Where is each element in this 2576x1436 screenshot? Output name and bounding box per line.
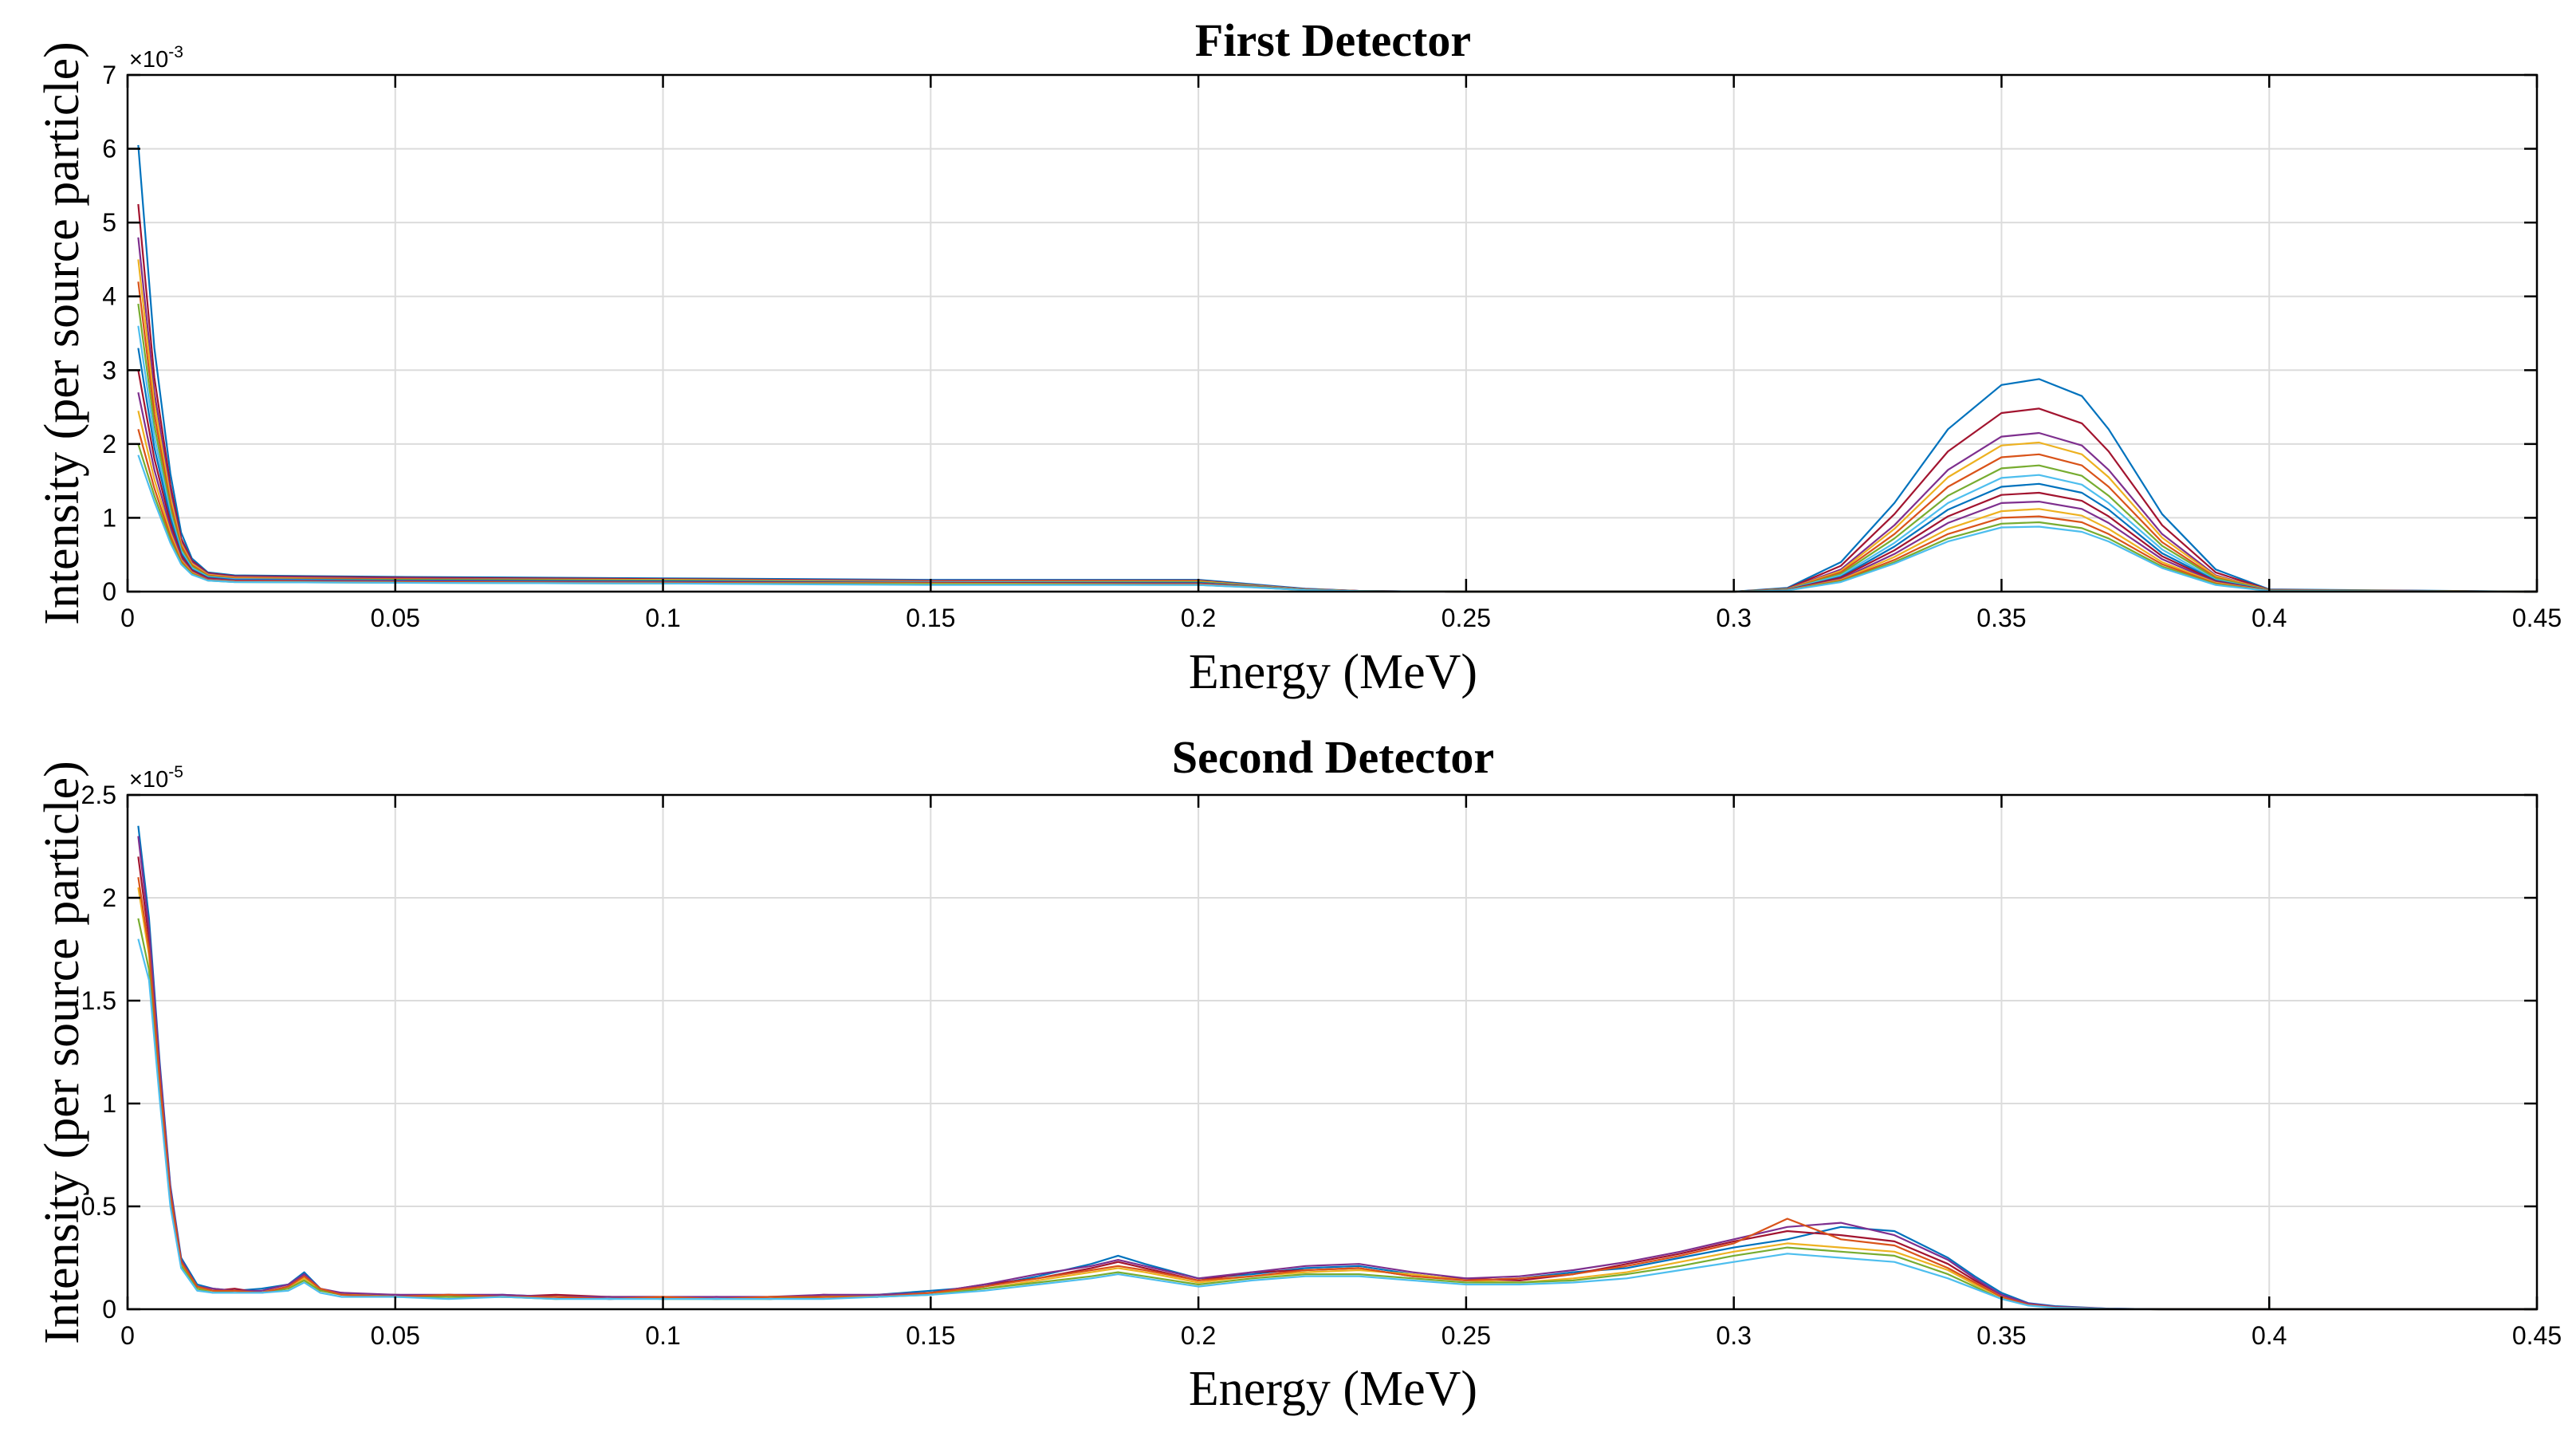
x-tick-label: 0.15 xyxy=(906,604,955,632)
x-tick-label: 0.45 xyxy=(2512,1321,2562,1350)
y-tick-label: 0 xyxy=(102,577,116,606)
x-tick-label: 0.35 xyxy=(1976,1321,2026,1350)
y-tick-label: 2 xyxy=(102,430,116,458)
y-tick-label: 1 xyxy=(102,503,116,532)
y-axis-label: Intensity (per source particle) xyxy=(35,41,89,625)
x-tick-label: 0.25 xyxy=(1441,1321,1491,1350)
plot-frame xyxy=(126,73,2539,593)
x-tick-label: 0.45 xyxy=(2512,604,2562,632)
y-axis-exponent: ×10-3 xyxy=(129,43,183,73)
y-tick-label: 3 xyxy=(102,356,116,384)
series-line xyxy=(137,203,2538,593)
x-tick-label: 0 xyxy=(120,1321,135,1350)
x-tick-label: 0.2 xyxy=(1181,604,1216,632)
y-tick-label: 2.5 xyxy=(81,781,116,809)
x-tick-label: 0.1 xyxy=(645,604,680,632)
series-line xyxy=(137,918,2537,1311)
chart-title: Second Detector xyxy=(1172,731,1494,783)
series-line xyxy=(137,887,2537,1311)
y-tick-label: 1 xyxy=(102,1089,116,1118)
series-line xyxy=(137,836,2537,1311)
y-tick-label: 0 xyxy=(102,1295,116,1324)
y-tick-label: 0.5 xyxy=(81,1192,116,1221)
x-tick-label: 0.3 xyxy=(1716,604,1751,632)
x-tick-label: 0.05 xyxy=(371,604,420,632)
x-tick-label: 0.2 xyxy=(1181,1321,1216,1350)
series-line xyxy=(137,144,2538,593)
x-tick-label: 0.4 xyxy=(2252,1321,2287,1350)
x-axis-label: Energy (MeV) xyxy=(1189,645,1477,699)
series-line xyxy=(137,877,2537,1311)
series-line xyxy=(137,856,2537,1311)
x-tick-label: 0 xyxy=(120,604,135,632)
y-tick-label: 4 xyxy=(102,282,116,311)
x-tick-label: 0.4 xyxy=(2252,604,2287,632)
y-tick-label: 5 xyxy=(102,208,116,237)
series-line xyxy=(137,259,2538,593)
plot-frame xyxy=(126,793,2539,1311)
y-tick-label: 1.5 xyxy=(81,986,116,1015)
x-tick-label: 0.1 xyxy=(645,1321,680,1350)
x-tick-label: 0.15 xyxy=(906,1321,955,1350)
x-tick-label: 0.35 xyxy=(1976,604,2026,632)
second-detector-chart: Second Detector 0 0.05 0.1 0.15 0.2 0.25 0.3 0.… xyxy=(35,731,2562,1416)
y-axis-label: Intensity (per source particle) xyxy=(35,761,89,1344)
x-tick-label: 0.25 xyxy=(1441,604,1491,632)
series-line xyxy=(137,410,2538,593)
y-tick-label: 7 xyxy=(102,61,116,89)
y-axis-exponent: ×10-5 xyxy=(129,763,183,793)
y-tick-label: 2 xyxy=(102,883,116,912)
first-detector-chart: First Detector 0 0.05 0.1 0.15 0.2 0.25 0.3 0.3… xyxy=(35,14,2562,699)
series-line xyxy=(137,938,2537,1311)
y-tick-label: 6 xyxy=(102,135,116,163)
x-tick-label: 0.05 xyxy=(371,1321,420,1350)
x-axis-label: Energy (MeV) xyxy=(1189,1362,1477,1416)
x-tick-label: 0.3 xyxy=(1716,1321,1751,1350)
chart-title: First Detector xyxy=(1195,14,1471,66)
